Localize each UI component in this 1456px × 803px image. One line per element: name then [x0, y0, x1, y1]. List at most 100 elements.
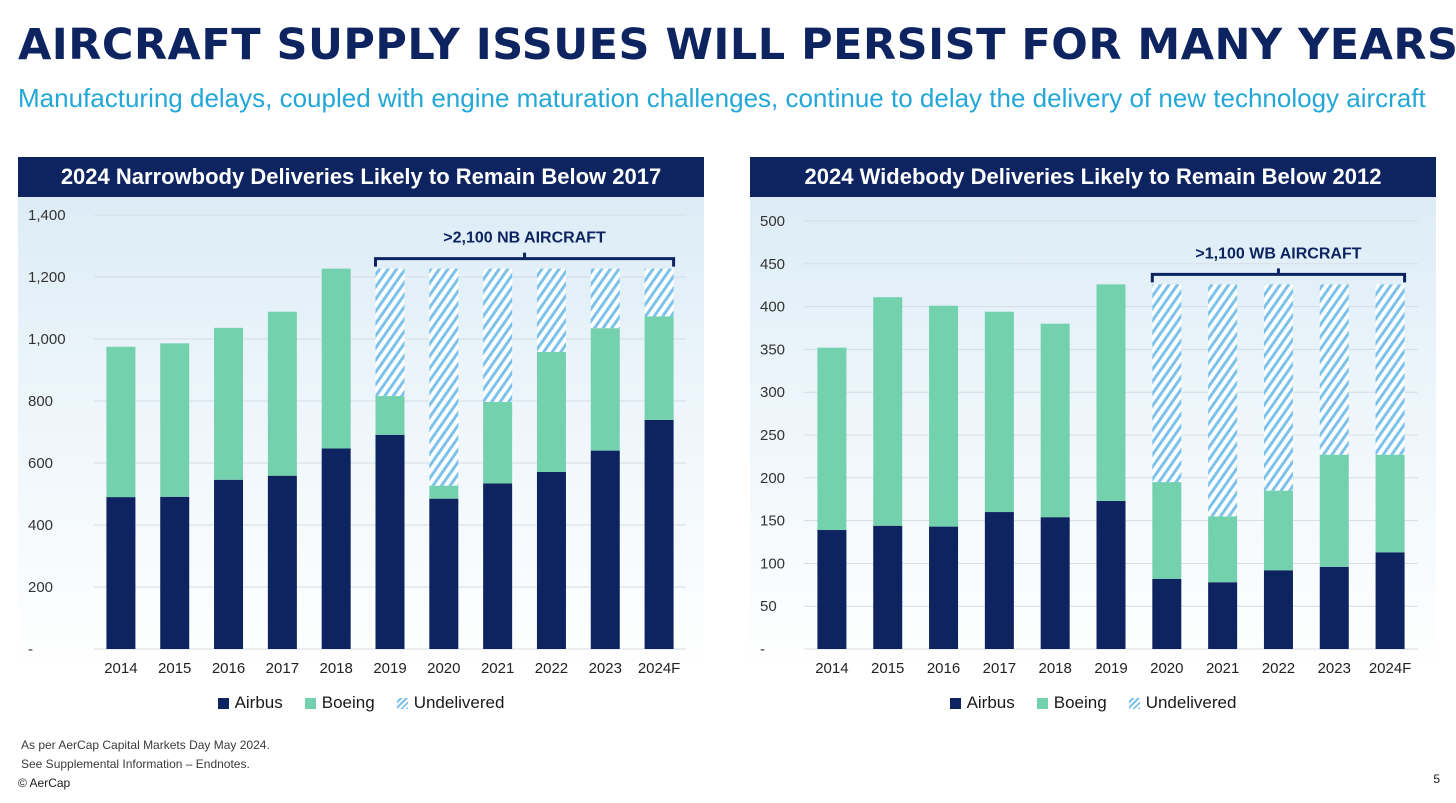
bar-boeing [1040, 323, 1070, 518]
legend-item-undelivered: Undelivered [1128, 693, 1237, 713]
y-tick-label: 500 [760, 213, 785, 230]
bar-boeing [106, 346, 136, 498]
y-tick-label: 350 [760, 341, 785, 358]
x-tick-label: 2016 [212, 660, 245, 677]
legend-item-boeing: Boeing [1036, 693, 1107, 713]
bar-boeing [984, 311, 1014, 513]
y-tick-label: 1,200 [28, 269, 66, 286]
bar-undelivered [644, 268, 674, 317]
widebody-chart: - 50 100 150 200 250 300 350 400 450 500 2014 2015 20… [760, 213, 1418, 677]
bar-airbus [1208, 582, 1238, 649]
bar-boeing [817, 347, 847, 531]
bar-boeing [873, 297, 903, 526]
y-tick-label: - [28, 641, 33, 658]
y-tick-label: 300 [760, 384, 785, 401]
x-tick-label: 2016 [927, 660, 960, 677]
x-tick-label: 2020 [1150, 660, 1183, 677]
chart-title: 2024 Narrowbody Deliveries Likely to Rem… [18, 157, 704, 197]
y-tick-label: 450 [760, 256, 785, 273]
y-tick-label: 200 [760, 470, 785, 487]
bar-airbus [1040, 517, 1070, 649]
bar-airbus [1096, 500, 1126, 649]
bar-airbus [929, 526, 959, 649]
bar-boeing [1096, 284, 1126, 501]
y-tick-label: 400 [760, 299, 785, 316]
chart-title: 2024 Widebody Deliveries Likely to Remai… [750, 157, 1436, 197]
annotation-bracket [1150, 268, 1407, 283]
y-tick-label: 1,000 [28, 331, 66, 348]
bar-airbus [1263, 570, 1293, 649]
annotation-label: >2,100 NB AIRCRAFT [443, 230, 606, 247]
annotation-label: >1,100 WB AIRCRAFT [1195, 245, 1361, 262]
bar-undelivered [590, 268, 620, 329]
annotation-bracket [374, 252, 676, 267]
legend-label: Undelivered [413, 693, 505, 712]
chart-legend: Airbus Boeing Undelivered [18, 693, 704, 713]
bar-airbus [1152, 578, 1182, 649]
x-tick-label: 2015 [158, 660, 191, 677]
legend-label: Boeing [321, 693, 375, 712]
bar-undelivered [536, 268, 566, 353]
x-tick-label: 2014 [104, 660, 137, 677]
legend-item-airbus: Airbus [217, 693, 283, 713]
bar-boeing [1375, 454, 1405, 553]
legend-label: Airbus [966, 693, 1015, 712]
bar-airbus [590, 450, 620, 649]
bar-airbus [1319, 566, 1349, 649]
bar-boeing [214, 327, 244, 480]
x-tick-label: 2018 [319, 660, 352, 677]
bar-airbus [375, 434, 405, 649]
x-tick-label: 2020 [427, 660, 460, 677]
bar-airbus [817, 530, 847, 649]
x-tick-label: 2015 [871, 660, 904, 677]
page-subtitle: Manufacturing delays, coupled with engin… [18, 83, 1426, 113]
boeing-swatch-icon [304, 697, 316, 709]
bar-boeing [590, 328, 620, 451]
bar-undelivered [483, 268, 513, 402]
bar-airbus [267, 475, 297, 649]
y-tick-label: 200 [28, 579, 53, 596]
y-tick-label: 150 [760, 513, 785, 530]
bar-boeing [536, 352, 566, 472]
legend-label: Undelivered [1145, 693, 1237, 712]
bar-boeing [429, 485, 459, 499]
boeing-swatch-icon [1036, 697, 1048, 709]
bar-undelivered [1319, 284, 1349, 455]
y-tick-label: 600 [28, 455, 53, 472]
bar-boeing [1263, 490, 1293, 571]
bar-airbus [429, 498, 459, 649]
y-tick-label: 100 [760, 555, 785, 572]
legend-item-undelivered: Undelivered [396, 693, 505, 713]
bar-undelivered [1375, 284, 1405, 455]
legend-item-airbus: Airbus [949, 693, 1015, 713]
x-tick-label: 2022 [535, 660, 568, 677]
bar-airbus [536, 471, 566, 649]
x-tick-label: 2024F [1369, 660, 1412, 677]
x-tick-label: 2023 [589, 660, 622, 677]
bar-airbus [1375, 552, 1405, 649]
widebody-chart-panel: 2024 Widebody Deliveries Likely to Remai… [750, 157, 1436, 722]
bar-boeing [1152, 482, 1182, 579]
y-tick-label: 1,400 [28, 207, 66, 224]
x-tick-label: 2022 [1262, 660, 1295, 677]
footnote-source: As per AerCap Capital Markets Day May 20… [21, 738, 270, 752]
x-tick-label: 2023 [1318, 660, 1351, 677]
bar-boeing [644, 316, 674, 420]
bar-undelivered [1152, 284, 1182, 483]
chart-legend: Airbus Boeing Undelivered [750, 693, 1436, 713]
page-number: 5 [1433, 772, 1440, 786]
undelivered-swatch-icon [396, 697, 408, 709]
bar-boeing [1208, 516, 1238, 583]
bar-boeing [267, 311, 297, 476]
x-tick-label: 2017 [983, 660, 1016, 677]
narrowbody-chart-panel: 2024 Narrowbody Deliveries Likely to Rem… [18, 157, 704, 722]
x-tick-label: 2018 [1038, 660, 1071, 677]
legend-item-boeing: Boeing [304, 693, 375, 713]
bar-airbus [483, 483, 513, 649]
x-tick-label: 2021 [481, 660, 514, 677]
legend-label: Airbus [234, 693, 283, 712]
bar-undelivered [1263, 284, 1293, 491]
bar-airbus [873, 525, 903, 649]
footnote-endnotes: See Supplemental Information – Endnotes. [21, 757, 250, 771]
x-tick-label: 2017 [266, 660, 299, 677]
